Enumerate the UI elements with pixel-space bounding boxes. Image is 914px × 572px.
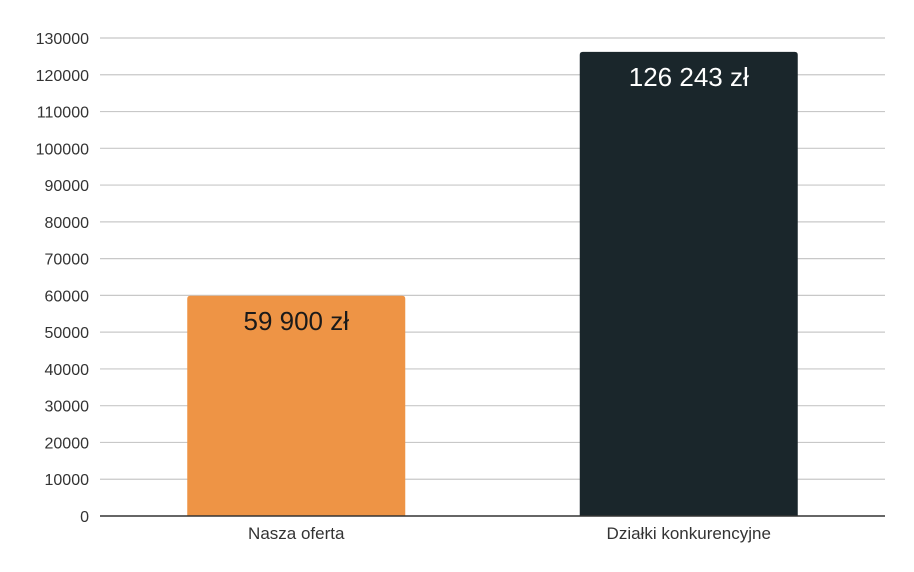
y-tick-label: 40000 bbox=[45, 362, 90, 379]
y-tick-label: 110000 bbox=[37, 105, 89, 122]
y-tick-label: 30000 bbox=[45, 399, 90, 416]
data-label: 126 243 zł bbox=[629, 62, 749, 92]
bar-dzialki-konkurencyjne bbox=[579, 51, 798, 516]
y-tick-label: 70000 bbox=[45, 252, 90, 269]
bar-nasza-oferta bbox=[187, 295, 406, 516]
bars bbox=[187, 51, 798, 516]
y-tick-label: 130000 bbox=[36, 31, 89, 48]
y-tick-label: 100000 bbox=[36, 141, 89, 158]
y-tick-label: 10000 bbox=[45, 472, 90, 489]
data-labels: 59 900 zł 126 243 zł bbox=[243, 62, 748, 336]
data-label: 59 900 zł bbox=[243, 306, 349, 336]
x-tick-label: Nasza oferta bbox=[248, 524, 345, 543]
y-tick-label: 60000 bbox=[45, 288, 90, 305]
y-tick-label: 20000 bbox=[45, 435, 90, 452]
y-axis-ticks: 0 10000 20000 30000 40000 50000 60000 70000 8000… bbox=[36, 31, 89, 526]
x-tick-label: Działki konkurencyjne bbox=[607, 524, 771, 543]
x-axis-ticks: Nasza oferta Działki konkurencyjne bbox=[248, 524, 771, 543]
y-tick-label: 120000 bbox=[36, 68, 89, 85]
y-tick-label: 50000 bbox=[45, 325, 90, 342]
y-tick-label: 90000 bbox=[45, 178, 90, 195]
y-tick-label: 80000 bbox=[45, 215, 90, 232]
y-tick-label: 0 bbox=[80, 509, 89, 526]
